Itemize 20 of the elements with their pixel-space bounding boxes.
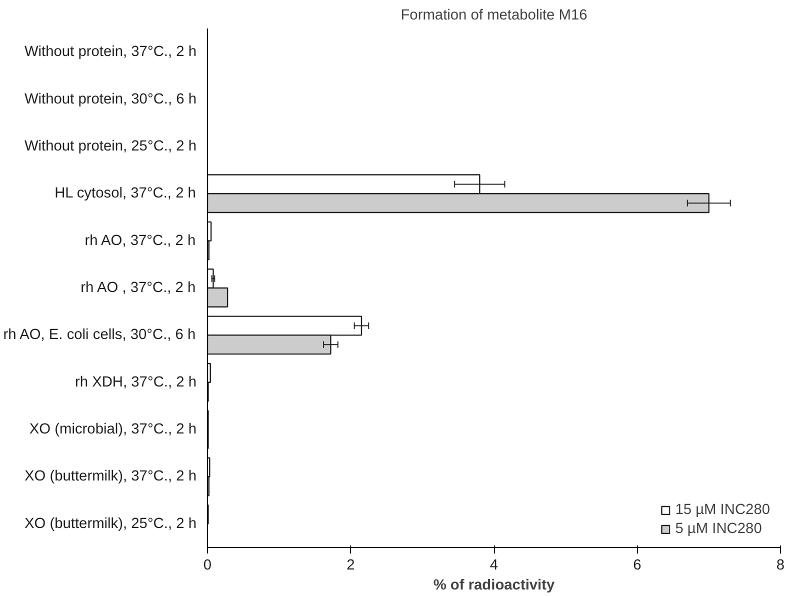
x-tick-label: 2 <box>346 558 355 574</box>
y-tick-label: XO (microbial), 37°C., 2 h <box>29 422 197 438</box>
x-axis-title: % of radioactivity <box>433 578 556 594</box>
y-tick-label: rh XDH, 37°C., 2 h <box>74 374 196 390</box>
y-tick-label: Without protein, 37°C., 2 h <box>24 44 197 60</box>
y-tick-label: rh AO, E. coli cells, 30°C., 6 h <box>3 327 196 344</box>
legend-label: 5 µM INC280 <box>675 521 762 537</box>
y-tick-label: Without protein, 30°C., 6 h <box>24 91 197 108</box>
y-tick-label: XO (buttermilk), 25°C., 2 h <box>24 516 197 532</box>
x-tick-label: 4 <box>490 558 498 574</box>
x-tick-label: 6 <box>633 558 642 574</box>
y-tick-label: XO (buttermilk), 37°C., 2 h <box>24 468 197 485</box>
y-tick-label: HL cytosol, 37°C., 2 h <box>54 186 196 202</box>
y-tick-label: rh AO , 37°C., 2 h <box>80 280 196 296</box>
y-tick-label: rh AO, 37°C., 2 h <box>84 232 196 249</box>
y-tick-label: Without protein, 25°C., 2 h <box>24 138 197 154</box>
legend-label: 15 µM INC280 <box>675 502 770 518</box>
x-tick-label: 0 <box>203 558 212 574</box>
x-tick-label: 8 <box>776 558 785 574</box>
chart-title: Formation of metabolite M16 <box>400 8 588 24</box>
